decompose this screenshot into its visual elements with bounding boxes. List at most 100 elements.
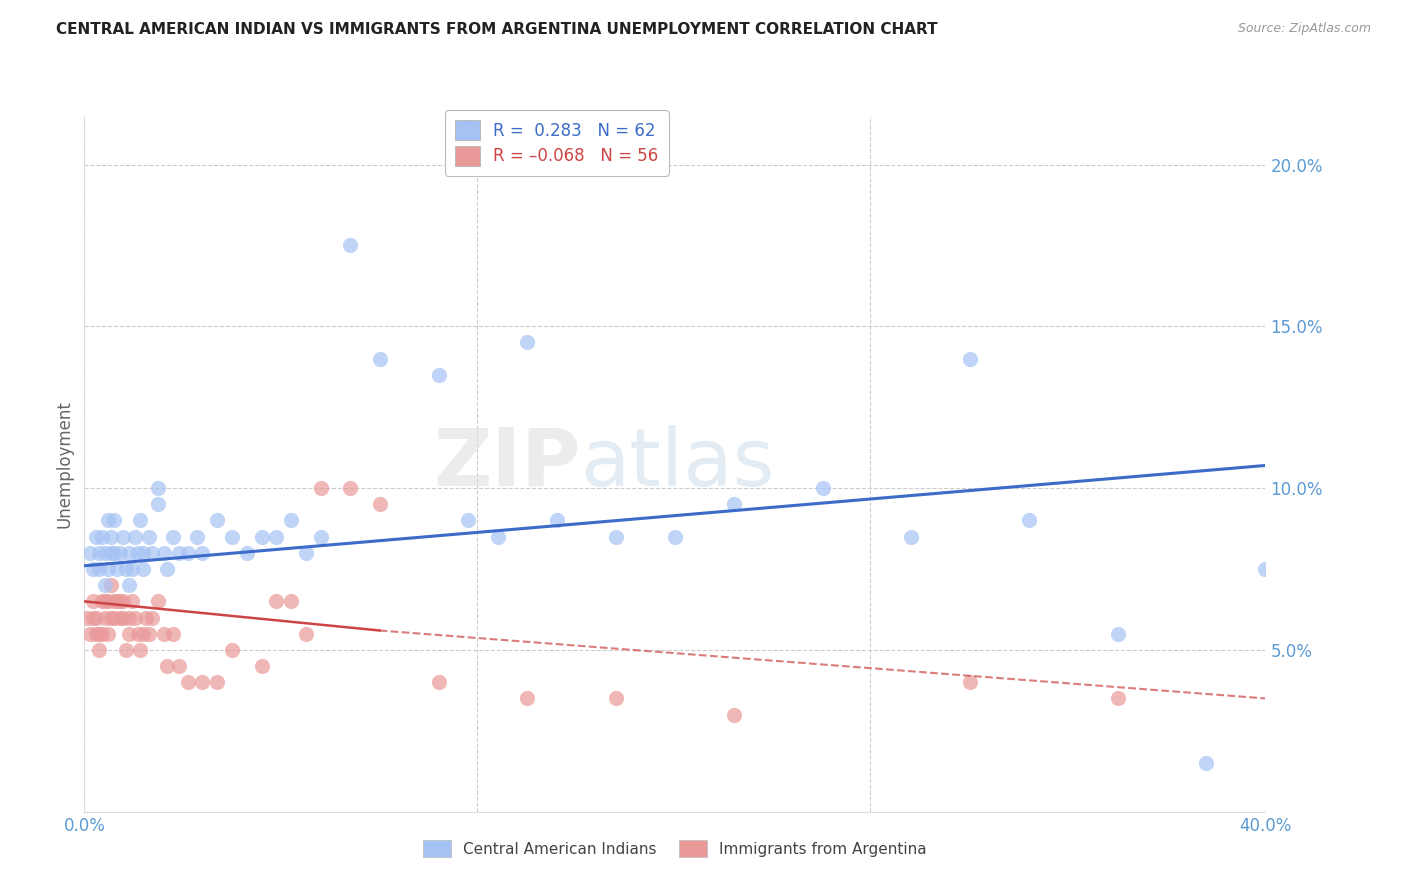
Point: [221, 643, 243, 657]
Point: [82, 610, 104, 624]
Point: [108, 594, 131, 608]
Point: [129, 643, 152, 657]
Point: [811, 481, 834, 495]
Point: [148, 594, 170, 608]
Point: [250, 530, 273, 544]
Point: [516, 691, 538, 706]
Point: [457, 513, 479, 527]
Point: [97, 513, 120, 527]
Point: [121, 562, 143, 576]
Point: [94, 610, 117, 624]
Point: [959, 351, 981, 366]
Point: [156, 562, 179, 576]
Point: [723, 707, 745, 722]
Point: [135, 610, 157, 624]
Point: [205, 675, 228, 690]
Point: [191, 546, 214, 560]
Point: [186, 530, 208, 544]
Point: [138, 530, 160, 544]
Point: [664, 530, 686, 544]
Point: [124, 530, 146, 544]
Point: [221, 530, 243, 544]
Point: [1254, 562, 1277, 576]
Point: [177, 675, 200, 690]
Point: [167, 659, 190, 673]
Point: [111, 594, 134, 608]
Point: [167, 546, 190, 560]
Point: [250, 659, 273, 673]
Point: [295, 546, 318, 560]
Point: [108, 610, 131, 624]
Point: [103, 594, 125, 608]
Point: [148, 481, 170, 495]
Point: [105, 594, 128, 608]
Point: [264, 530, 288, 544]
Legend: Central American Indians, Immigrants from Argentina: Central American Indians, Immigrants fro…: [418, 834, 932, 863]
Point: [100, 546, 122, 560]
Point: [427, 368, 450, 382]
Point: [205, 513, 228, 527]
Text: Source: ZipAtlas.com: Source: ZipAtlas.com: [1237, 22, 1371, 36]
Point: [605, 530, 627, 544]
Point: [132, 562, 155, 576]
Point: [309, 481, 332, 495]
Point: [141, 546, 163, 560]
Point: [84, 626, 107, 640]
Point: [91, 594, 114, 608]
Point: [87, 562, 111, 576]
Point: [118, 546, 141, 560]
Point: [82, 562, 104, 576]
Point: [235, 546, 259, 560]
Point: [94, 546, 117, 560]
Point: [114, 562, 136, 576]
Point: [84, 610, 107, 624]
Point: [103, 610, 125, 624]
Text: atlas: atlas: [581, 425, 775, 503]
Point: [132, 626, 155, 640]
Point: [127, 626, 149, 640]
Point: [339, 481, 361, 495]
Point: [339, 238, 361, 252]
Point: [118, 626, 141, 640]
Point: [264, 594, 288, 608]
Point: [97, 562, 120, 576]
Text: ZIP: ZIP: [433, 425, 581, 503]
Point: [156, 659, 179, 673]
Point: [191, 675, 214, 690]
Point: [124, 610, 146, 624]
Point: [132, 546, 155, 560]
Point: [87, 643, 111, 657]
Point: [1018, 513, 1040, 527]
Point: [368, 351, 391, 366]
Point: [111, 530, 134, 544]
Point: [309, 530, 332, 544]
Point: [94, 594, 117, 608]
Point: [87, 546, 111, 560]
Point: [103, 513, 125, 527]
Point: [153, 626, 176, 640]
Point: [127, 546, 149, 560]
Point: [79, 626, 101, 640]
Point: [280, 594, 302, 608]
Point: [129, 513, 152, 527]
Point: [1195, 756, 1218, 771]
Point: [118, 610, 141, 624]
Point: [162, 626, 184, 640]
Point: [280, 513, 302, 527]
Point: [118, 578, 141, 592]
Point: [91, 530, 114, 544]
Point: [84, 530, 107, 544]
Point: [94, 578, 117, 592]
Point: [87, 626, 111, 640]
Y-axis label: Unemployment: Unemployment: [55, 400, 73, 528]
Point: [100, 578, 122, 592]
Point: [516, 335, 538, 350]
Point: [295, 626, 318, 640]
Point: [100, 530, 122, 544]
Point: [723, 497, 745, 511]
Point: [1107, 626, 1129, 640]
Point: [103, 546, 125, 560]
Text: CENTRAL AMERICAN INDIAN VS IMMIGRANTS FROM ARGENTINA UNEMPLOYMENT CORRELATION CH: CENTRAL AMERICAN INDIAN VS IMMIGRANTS FR…: [56, 22, 938, 37]
Point: [153, 546, 176, 560]
Point: [605, 691, 627, 706]
